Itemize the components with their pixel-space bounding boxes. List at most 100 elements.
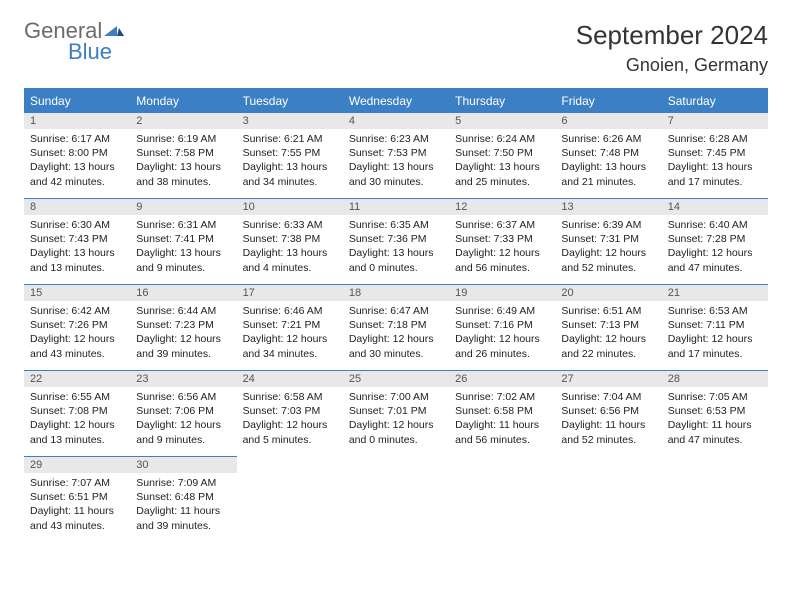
logo-blue: Blue (24, 41, 124, 63)
sunset-text: Sunset: 7:53 PM (349, 146, 443, 160)
calendar-cell: 4Sunrise: 6:23 AMSunset: 7:53 PMDaylight… (343, 112, 449, 198)
daylight-text: Daylight: 13 hours and 30 minutes. (349, 160, 443, 188)
calendar-cell: 3Sunrise: 6:21 AMSunset: 7:55 PMDaylight… (237, 112, 343, 198)
daylight-text: Daylight: 13 hours and 38 minutes. (136, 160, 230, 188)
day-details: Sunrise: 6:21 AMSunset: 7:55 PMDaylight:… (237, 129, 343, 195)
day-number: 19 (449, 285, 555, 301)
day-details: Sunrise: 6:58 AMSunset: 7:03 PMDaylight:… (237, 387, 343, 453)
calendar-cell: 8Sunrise: 6:30 AMSunset: 7:43 PMDaylight… (24, 198, 130, 284)
day-details: Sunrise: 6:55 AMSunset: 7:08 PMDaylight:… (24, 387, 130, 453)
calendar-cell: 29Sunrise: 7:07 AMSunset: 6:51 PMDayligh… (24, 456, 130, 542)
day-number: 16 (130, 285, 236, 301)
logo-text-block: General Blue (24, 20, 124, 63)
sunset-text: Sunset: 6:48 PM (136, 490, 230, 504)
calendar-cell: 5Sunrise: 6:24 AMSunset: 7:50 PMDaylight… (449, 112, 555, 198)
sunrise-text: Sunrise: 7:00 AM (349, 390, 443, 404)
daylight-text: Daylight: 13 hours and 17 minutes. (668, 160, 762, 188)
daylight-text: Daylight: 12 hours and 5 minutes. (243, 418, 337, 446)
sunset-text: Sunset: 7:43 PM (30, 232, 124, 246)
calendar-cell: 14 Sunrise: 6:40 AMSunset: 7:28 PMDayligh… (662, 198, 768, 284)
sunset-text: Sunset: 7:13 PM (561, 318, 655, 332)
sunset-text: Sunset: 8:00 PM (30, 146, 124, 160)
sunset-text: Sunset: 7:21 PM (243, 318, 337, 332)
sunrise-text: Sunrise: 6:35 AM (349, 218, 443, 232)
day-details: Sunrise: 6:31 AMSunset: 7:41 PMDaylight:… (130, 215, 236, 281)
day-header: Friday (555, 90, 661, 112)
calendar-cell: 13Sunrise: 6:39 AMSunset: 7:31 PMDayligh… (555, 198, 661, 284)
sunset-text: Sunset: 7:16 PM (455, 318, 549, 332)
sunset-text: Sunset: 7:28 PM (668, 232, 762, 246)
calendar-cell: 19Sunrise: 6:49 AMSunset: 7:16 PMDayligh… (449, 284, 555, 370)
title-block: September 2024 Gnoien, Germany (576, 20, 768, 76)
day-number: 14 (662, 199, 768, 215)
day-number: 7 (662, 113, 768, 129)
calendar-cell: 23Sunrise: 6:56 AMSunset: 7:06 PMDayligh… (130, 370, 236, 456)
daylight-text: Daylight: 12 hours and 13 minutes. (30, 418, 124, 446)
logo-icon (104, 20, 124, 41)
day-header: Monday (130, 90, 236, 112)
sunrise-text: Sunrise: 6:23 AM (349, 132, 443, 146)
calendar-cell: 26Sunrise: 7:02 AMSunset: 6:58 PMDayligh… (449, 370, 555, 456)
sunrise-text: Sunrise: 6:31 AM (136, 218, 230, 232)
sunrise-text: Sunrise: 7:07 AM (30, 476, 124, 490)
day-details: Sunrise: 7:07 AMSunset: 6:51 PMDaylight:… (24, 473, 130, 539)
calendar-cell: 24Sunrise: 6:58 AMSunset: 7:03 PMDayligh… (237, 370, 343, 456)
calendar-cell-empty (662, 456, 768, 542)
day-number: 3 (237, 113, 343, 129)
sunset-text: Sunset: 7:03 PM (243, 404, 337, 418)
day-details: Sunrise: 7:02 AMSunset: 6:58 PMDaylight:… (449, 387, 555, 453)
daylight-text: Daylight: 12 hours and 47 minutes. (668, 246, 762, 274)
calendar-cell: 28Sunrise: 7:05 AMSunset: 6:53 PMDayligh… (662, 370, 768, 456)
day-details: Sunrise: 6:33 AMSunset: 7:38 PMDaylight:… (237, 215, 343, 281)
sunrise-text: Sunrise: 6:33 AM (243, 218, 337, 232)
sunrise-text: Sunrise: 6:49 AM (455, 304, 549, 318)
day-details: Sunrise: 6:23 AMSunset: 7:53 PMDaylight:… (343, 129, 449, 195)
daylight-text: Daylight: 12 hours and 39 minutes. (136, 332, 230, 360)
day-number: 28 (662, 371, 768, 387)
day-details: Sunrise: 6:56 AMSunset: 7:06 PMDaylight:… (130, 387, 236, 453)
sunset-text: Sunset: 6:53 PM (668, 404, 762, 418)
sunset-text: Sunset: 7:01 PM (349, 404, 443, 418)
sunrise-text: Sunrise: 6:28 AM (668, 132, 762, 146)
sunset-text: Sunset: 6:51 PM (30, 490, 124, 504)
daylight-text: Daylight: 12 hours and 43 minutes. (30, 332, 124, 360)
day-number: 30 (130, 457, 236, 473)
sunset-text: Sunset: 7:26 PM (30, 318, 124, 332)
day-details: Sunrise: 7:05 AMSunset: 6:53 PMDaylight:… (662, 387, 768, 453)
calendar-cell: 1Sunrise: 6:17 AMSunset: 8:00 PMDaylight… (24, 112, 130, 198)
daylight-text: Daylight: 12 hours and 34 minutes. (243, 332, 337, 360)
day-number: 6 (555, 113, 661, 129)
calendar-cell: 22Sunrise: 6:55 AMSunset: 7:08 PMDayligh… (24, 370, 130, 456)
daylight-text: Daylight: 13 hours and 21 minutes. (561, 160, 655, 188)
day-details: Sunrise: 6:42 AMSunset: 7:26 PMDaylight:… (24, 301, 130, 367)
sunset-text: Sunset: 7:55 PM (243, 146, 337, 160)
day-details: Sunrise: 7:09 AMSunset: 6:48 PMDaylight:… (130, 473, 236, 539)
day-number: 10 (237, 199, 343, 215)
sunrise-text: Sunrise: 7:04 AM (561, 390, 655, 404)
sunset-text: Sunset: 7:50 PM (455, 146, 549, 160)
day-number: 2 (130, 113, 236, 129)
day-number: 17 (237, 285, 343, 301)
sunset-text: Sunset: 7:48 PM (561, 146, 655, 160)
sunset-text: Sunset: 7:06 PM (136, 404, 230, 418)
day-details: Sunrise: 6:35 AMSunset: 7:36 PMDaylight:… (343, 215, 449, 281)
day-number: 9 (130, 199, 236, 215)
sunset-text: Sunset: 7:23 PM (136, 318, 230, 332)
calendar-cell: 27Sunrise: 7:04 AMSunset: 6:56 PMDayligh… (555, 370, 661, 456)
calendar-cell: 7Sunrise: 6:28 AMSunset: 7:45 PMDaylight… (662, 112, 768, 198)
day-header: Wednesday (343, 90, 449, 112)
daylight-text: Daylight: 13 hours and 42 minutes. (30, 160, 124, 188)
calendar-cell: 9Sunrise: 6:31 AMSunset: 7:41 PMDaylight… (130, 198, 236, 284)
sunrise-text: Sunrise: 7:09 AM (136, 476, 230, 490)
sunset-text: Sunset: 7:45 PM (668, 146, 762, 160)
sunrise-text: Sunrise: 6:40 AM (668, 218, 762, 232)
sunrise-text: Sunrise: 6:47 AM (349, 304, 443, 318)
daylight-text: Daylight: 12 hours and 17 minutes. (668, 332, 762, 360)
day-details: Sunrise: 6:28 AMSunset: 7:45 PMDaylight:… (662, 129, 768, 195)
daylight-text: Daylight: 11 hours and 47 minutes. (668, 418, 762, 446)
daylight-text: Daylight: 12 hours and 52 minutes. (561, 246, 655, 274)
day-details: Sunrise: 6:30 AMSunset: 7:43 PMDaylight:… (24, 215, 130, 281)
sunrise-text: Sunrise: 6:46 AM (243, 304, 337, 318)
day-number: 18 (343, 285, 449, 301)
daylight-text: Daylight: 11 hours and 39 minutes. (136, 504, 230, 532)
